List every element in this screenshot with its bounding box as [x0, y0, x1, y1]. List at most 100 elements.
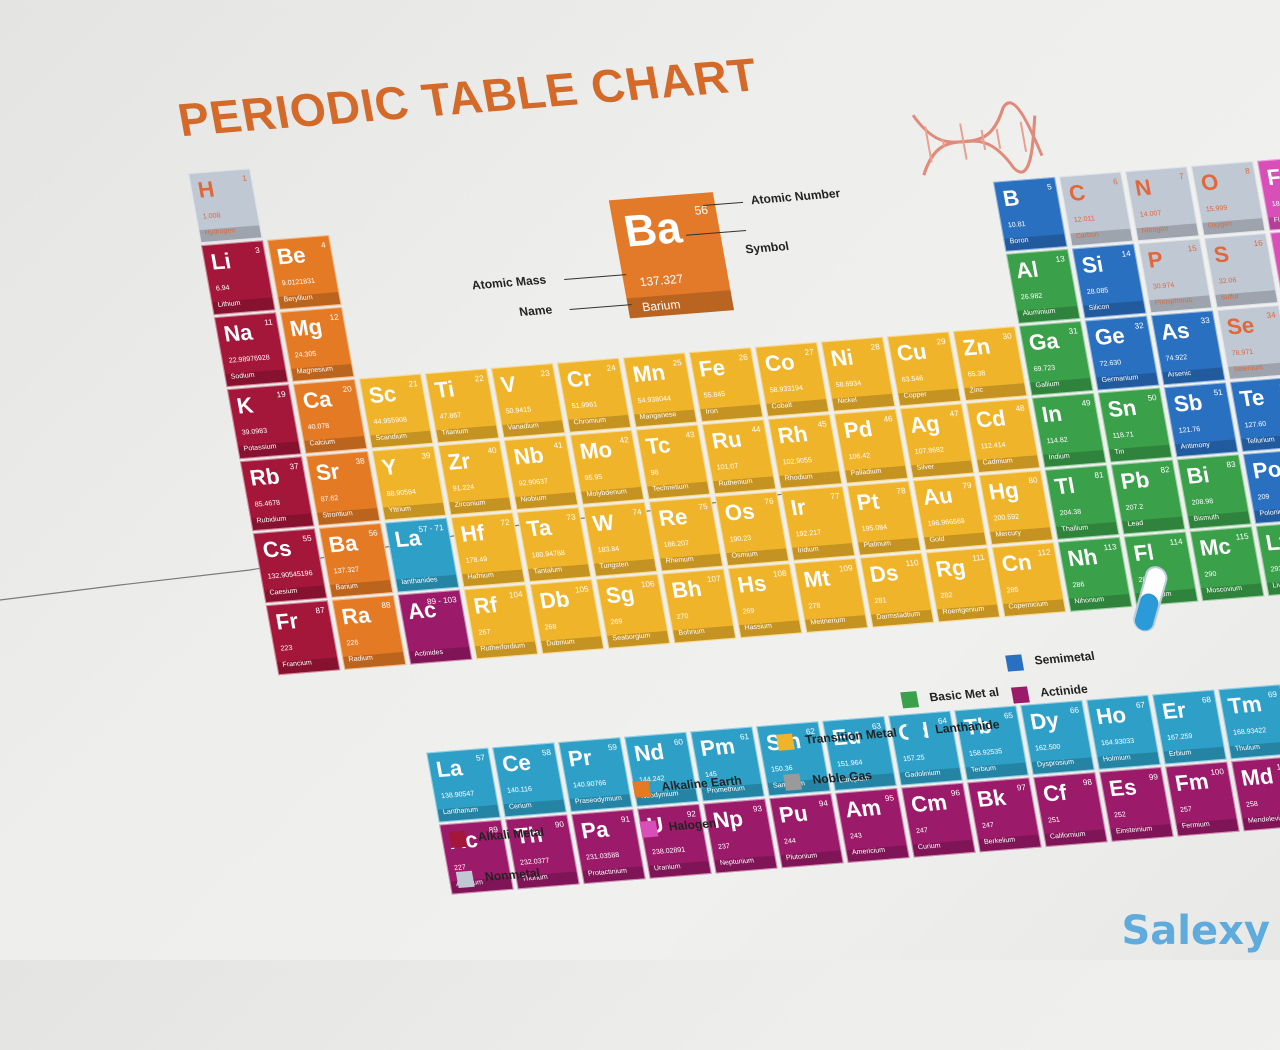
element-name: Dubnium: [541, 636, 604, 653]
element-cell-cs: Cs 55 132.90545196 Caesium: [252, 528, 328, 604]
atomic-mass: 290: [1204, 570, 1218, 579]
atomic-mass: 40.078: [307, 422, 330, 432]
atomic-number: 4: [320, 240, 327, 250]
atomic-number: 14: [1120, 249, 1132, 259]
atomic-number: 72: [499, 517, 511, 528]
element-name: Curium: [912, 839, 975, 857]
element-cell-s: S 16 32.06 Sulfur: [1203, 233, 1279, 308]
element-name: Francium: [277, 657, 340, 675]
element-symbol: Zn: [960, 333, 993, 361]
element-symbol: C: [1066, 179, 1088, 206]
element-symbol: Fe: [696, 354, 727, 382]
element-name: Californium: [1044, 829, 1107, 847]
element-cell-cn: Cn 112 285 Copernicium: [991, 542, 1067, 618]
atomic-mass: 91.224: [452, 484, 475, 493]
element-cell-be: Be 4 9.0121831 Beryllium: [266, 234, 342, 310]
legend-swatch: [783, 773, 803, 791]
atomic-mass: 14.007: [1139, 210, 1163, 219]
atomic-number: 57: [475, 753, 486, 763]
element-symbol: Zr: [445, 448, 473, 475]
element-symbol: Hs: [735, 570, 769, 598]
element-name: Zinc: [964, 383, 1027, 401]
atomic-number: 99: [1148, 772, 1159, 782]
element-cell-pr: Pr 59 140.90766 Praseodymium: [558, 737, 633, 813]
element-cell-p: P 15 30.974 Phosphorus: [1137, 238, 1213, 314]
atomic-number: 106: [640, 579, 656, 590]
atomic-mass: 107.8682: [914, 446, 945, 456]
atomic-number: 30: [1001, 331, 1013, 342]
element-name: Rutherfordium: [475, 641, 538, 659]
element-symbol: Rf: [471, 591, 500, 619]
element-name: Fluorine: [1268, 212, 1280, 230]
element-cell-ac: Ac 89 - 103 Actinides: [397, 589, 473, 665]
atomic-mass: 74.922: [1165, 354, 1188, 363]
element-symbol: Y: [379, 453, 399, 481]
element-cell-sn: Sn 50 118.71 Tin: [1097, 387, 1173, 463]
element-symbol: Ho: [1094, 701, 1128, 730]
element-cell-tl: Tl 81 204.38 Thallium: [1044, 464, 1120, 540]
element-symbol: Pd: [841, 415, 875, 444]
element-name: Einsteinium: [1110, 823, 1173, 841]
element-cell-h: H 1 1.008 Hydrogen: [188, 168, 263, 244]
atomic-number: 93: [752, 803, 763, 814]
atomic-mass: 168.93422: [1232, 727, 1267, 737]
atomic-number: 38: [354, 456, 366, 467]
atomic-number: 79: [961, 480, 973, 491]
element-name: Nickel: [832, 393, 895, 411]
atomic-mass: 150.36: [770, 764, 794, 774]
element-symbol: Ga: [1026, 327, 1061, 356]
element-name: Erbium: [1163, 746, 1226, 764]
atomic-mass: 58.6934: [835, 380, 862, 390]
atomic-mass: 58.933194: [769, 384, 804, 395]
element-symbol: Pm: [698, 733, 737, 761]
element-name: Palladium: [845, 465, 908, 483]
atomic-mass: 137.327: [333, 566, 360, 576]
element-name: Sodium: [225, 369, 288, 387]
element-name: Meitnerium: [805, 615, 868, 632]
atomic-mass: 293: [1270, 565, 1280, 574]
atomic-number: 26: [737, 352, 749, 363]
atomic-number: 88: [380, 600, 392, 611]
atomic-number: 96: [950, 788, 961, 798]
atomic-mass: 247: [915, 827, 929, 836]
atomic-number: 33: [1199, 315, 1211, 326]
element-symbol: Rh: [775, 421, 810, 449]
atomic-number: 42: [618, 435, 630, 445]
element-name: Copernicium: [1003, 599, 1066, 617]
element-symbol: Cr: [564, 365, 594, 393]
element-cell-ag: Ag 47 107.8682 Silver: [899, 403, 975, 479]
atomic-number: 19: [275, 389, 287, 400]
element-cell-ba: Ba 56 137.327 Barium: [318, 522, 394, 598]
element-cell-rf: Rf 104 267 Rutherfordium: [463, 584, 539, 660]
atomic-mass: 106.42: [848, 452, 871, 462]
atomic-number: 6: [1112, 177, 1119, 187]
atomic-mass: 190.23: [729, 534, 752, 544]
element-symbol: Cf: [1041, 779, 1069, 807]
element-cell-na: Na 11 22.98976928 Sodium: [213, 312, 289, 388]
element-cell-mc: Mc 115 290 Moscovium: [1189, 526, 1265, 602]
atomic-mass: 167.259: [1166, 732, 1194, 742]
atomic-mass: 180.94788: [531, 549, 566, 560]
atomic-mass: 196.966569: [927, 517, 966, 528]
element-symbol: P: [1145, 246, 1166, 273]
legend-swatch: [632, 780, 652, 798]
atomic-number: 29: [935, 336, 947, 347]
atomic-mass: 140.116: [506, 785, 533, 795]
legend-item-basic: Basic Met al: [900, 685, 1000, 709]
atomic-number: 107: [706, 573, 722, 585]
element-symbol: Ta: [524, 514, 554, 542]
element-name: Rubidium: [251, 513, 314, 531]
atomic-mass: 47.867: [439, 412, 462, 421]
element-name: Lithium: [212, 297, 275, 315]
atomic-number: 39: [420, 451, 432, 461]
element-cell-c: C 6 12.011 Carbon: [1058, 171, 1134, 247]
element-cell-in: In 49 114.82 Indium: [1031, 392, 1107, 468]
atomic-number: 108: [772, 568, 788, 579]
atomic-number: 12: [328, 312, 340, 323]
element-cell-mt: Mt 109 278 Meitnerium: [793, 558, 869, 633]
element-cell-ce: Ce 58 140.116 Cerium: [492, 742, 567, 818]
element-cell-co: Co 27 58.933194 Cobalt: [754, 342, 830, 417]
element-cell-ds: Ds 110 281 Darmstadtium: [859, 552, 935, 628]
atomic-mass: 281: [874, 597, 888, 606]
element-cell-b: B 5 10.81 Boron: [992, 176, 1068, 252]
